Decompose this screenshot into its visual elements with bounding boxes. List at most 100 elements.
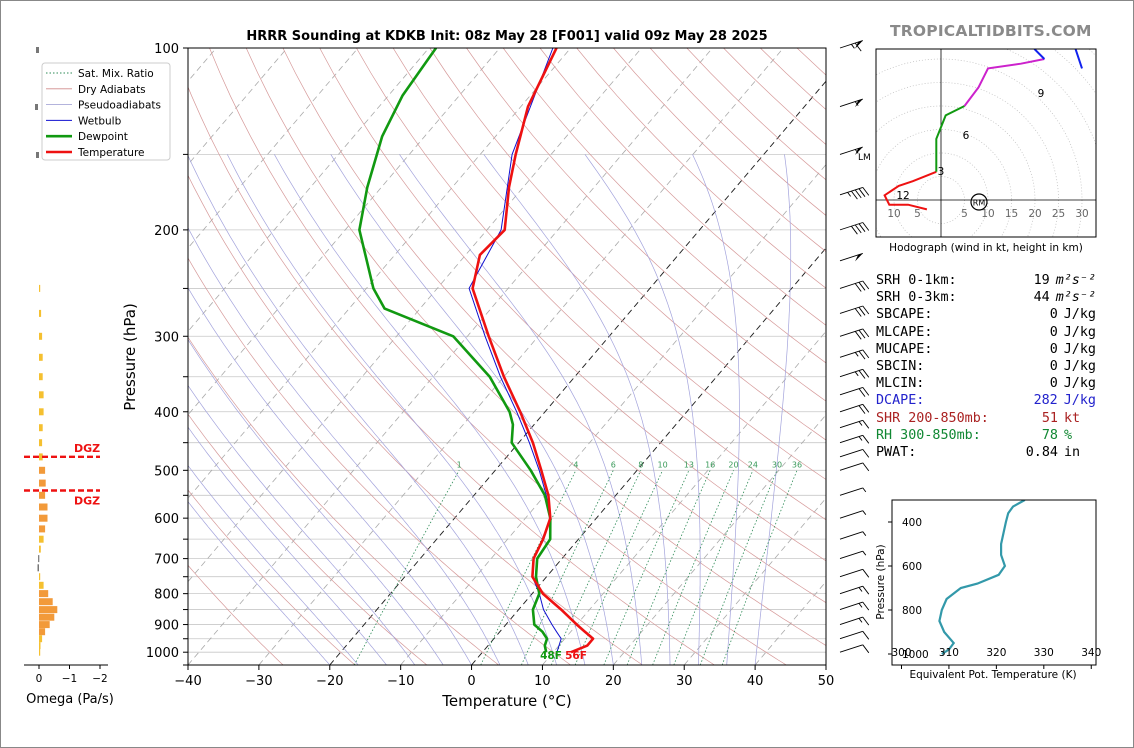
- wind-barb: [839, 419, 870, 429]
- omega-marker: [36, 152, 39, 158]
- isotherm: [188, 48, 642, 583]
- theta-e-y-tick-label: 800: [902, 605, 922, 617]
- barb-half-flag: [858, 421, 863, 426]
- stat-value: 51: [1041, 410, 1058, 426]
- stat-unit: %: [1064, 427, 1073, 443]
- mixing-ratio-line: [353, 470, 460, 665]
- pseudoadiabat: [584, 154, 701, 665]
- dgz-label: DGZ: [74, 442, 100, 455]
- wind-barb: [839, 644, 870, 654]
- x-tick-label: −30: [245, 674, 272, 689]
- barb-half-flag: [854, 149, 859, 154]
- stat-value: 78: [1041, 427, 1058, 443]
- barb-staff: [839, 448, 863, 458]
- barb-flag: [851, 225, 858, 235]
- mixing-ratio-label: 6: [611, 460, 616, 469]
- barb-flag: [858, 282, 866, 291]
- omega-bar: [39, 284, 41, 292]
- wind-barb: [839, 601, 870, 611]
- dry-adiabat: [539, 48, 826, 326]
- omega-bar: [37, 564, 39, 572]
- barb-flag: [854, 189, 862, 199]
- x-tick-label: 30: [676, 674, 693, 689]
- omega-bar: [38, 555, 40, 563]
- stat-row: MUCAPE: 0 J/kg: [876, 341, 1096, 358]
- wind-barb: [839, 568, 870, 578]
- wind-barb: [839, 305, 870, 317]
- omega-bar: [39, 466, 46, 474]
- stat-unit: J/kg: [1063, 341, 1096, 357]
- hodograph-caption: Hodograph (wind in kt, height in km): [889, 242, 1083, 254]
- barb-half-flag: [862, 550, 867, 556]
- stat-label: MLCIN:: [876, 376, 925, 392]
- omega-marker: [36, 47, 39, 53]
- lm-label: LM: [858, 153, 871, 163]
- theta-e-axes: 300 310 320 330 340 400 600 800 1000: [888, 517, 1101, 669]
- stat-value: 0: [1049, 376, 1058, 392]
- dry-adiabat: [392, 48, 826, 480]
- omega-marker: [35, 104, 38, 110]
- wind-barb: [839, 280, 870, 292]
- stat-row: SBCIN: 0 J/kg: [876, 358, 1096, 375]
- mixing-ratio-line: [550, 470, 642, 665]
- stat-label: PWAT:: [876, 445, 917, 461]
- barb-staff: [839, 462, 863, 471]
- y-tick-label: 300: [154, 330, 179, 345]
- stat-value: 0: [1049, 359, 1058, 375]
- x-tick-label: −10: [387, 674, 414, 689]
- wind-barb: [839, 328, 870, 340]
- wind-barb: [839, 630, 870, 640]
- stat-row: MLCAPE: 0 J/kg: [876, 324, 1096, 341]
- omega-bar: [39, 479, 46, 487]
- y-tick-label: 800: [154, 588, 179, 603]
- omega-bar: [39, 332, 43, 340]
- omega-bar: [39, 606, 58, 614]
- x-tick-label: −40: [174, 674, 201, 689]
- barb-staff: [839, 630, 863, 640]
- wind-barb: [839, 98, 863, 108]
- theta-e-x-label: Equivalent Pot. Temperature (K): [909, 669, 1076, 681]
- barb-staff: [839, 487, 863, 496]
- theta-e-x-tick-label: 340: [1081, 647, 1101, 659]
- wind-barb: [839, 448, 870, 458]
- dry-adiabat: [188, 174, 643, 665]
- stat-row: SRH 0-1km: 19 m²s⁻²: [876, 272, 1096, 289]
- theta-e-x-tick-label: 310: [939, 647, 959, 659]
- barb-flag: [854, 331, 862, 340]
- omega-bar: [39, 453, 43, 461]
- stat-label: MUCAPE:: [876, 341, 933, 357]
- barb-flag: [854, 283, 862, 292]
- barb-flag: [862, 187, 870, 196]
- isotherm: [683, 497, 826, 665]
- stat-unit: J/kg: [1063, 376, 1096, 392]
- hodograph-ring-label: 30: [1075, 208, 1088, 220]
- stat-label: SRH 0-3km:: [876, 290, 957, 306]
- isotherm: [188, 48, 288, 166]
- omega-bar: [39, 628, 46, 636]
- barb-flag: [862, 449, 870, 458]
- omega-bar: [39, 503, 48, 511]
- theta-e-y-label: Pressure (hPa): [875, 544, 887, 619]
- stat-label: SBCIN:: [876, 359, 925, 375]
- skewt-profiles: [358, 48, 595, 654]
- pseudoadiabat: [692, 154, 740, 665]
- barb-flag: [862, 435, 870, 444]
- mixing-ratio-label: 1: [457, 460, 462, 469]
- barb-flag: [862, 349, 870, 359]
- mixing-ratio-label: 30: [772, 460, 782, 469]
- dry-adiabat: [188, 489, 356, 665]
- surface-temp-label: 56F: [565, 650, 587, 662]
- omega-bar: [39, 491, 46, 499]
- mixing-ratio-label: 4: [573, 460, 578, 469]
- stat-label: SBCAPE:: [876, 307, 933, 323]
- hodograph-labels: 10 5 5 10 15 20 25 30 3 6 9 12 RM: [887, 88, 1088, 220]
- dry-adiabat: [466, 48, 826, 402]
- dewpoint-trace: [358, 48, 552, 653]
- barb-flag: [862, 404, 870, 413]
- stat-label: SHR 200-850mb:: [876, 410, 989, 426]
- wind-barb: [839, 349, 870, 360]
- omega-bar: [39, 598, 53, 606]
- rm-marker: [970, 193, 988, 211]
- minus20-isotherm: [329, 80, 826, 665]
- theta-e-frame: [891, 499, 1097, 666]
